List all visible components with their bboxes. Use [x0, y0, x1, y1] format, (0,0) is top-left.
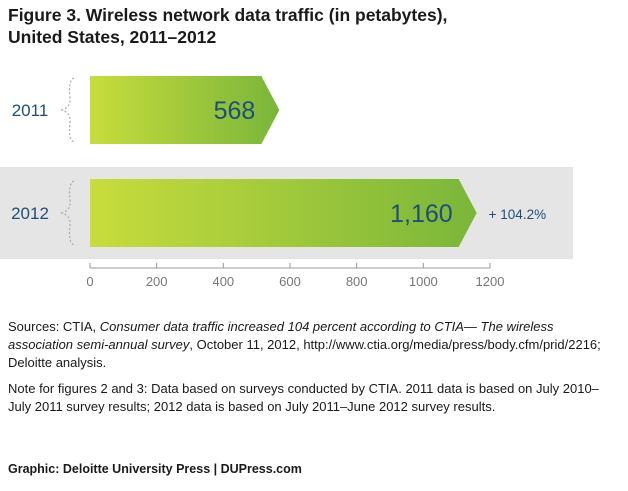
x-tick-label-800: 800 — [346, 274, 368, 289]
chart-title: Figure 3. Wireless network data traffic … — [8, 4, 608, 48]
sources-block: Sources: CTIA, Consumer data traffic inc… — [8, 318, 620, 424]
sources-prefix: Sources: CTIA, — [8, 319, 100, 334]
sources-text: Sources: CTIA, Consumer data traffic inc… — [8, 318, 620, 372]
graphic-credit: Graphic: Deloitte University Press | DUP… — [8, 462, 302, 476]
data-label-2011: 568 — [214, 97, 256, 125]
x-tick-label-600: 600 — [279, 274, 301, 289]
x-tick-label-1200: 1200 — [476, 274, 505, 289]
note-text: Note for figures 2 and 3: Data based on … — [8, 381, 599, 414]
title-line-2: United States, 2011–2012 — [8, 27, 217, 47]
category-label-2011: 2011 — [12, 101, 49, 120]
brace-2012 — [60, 180, 75, 246]
x-tick-label-200: 200 — [146, 274, 168, 289]
sources-title: Consumer data traffic increased 104 perc… — [8, 319, 554, 352]
bar-2012 — [90, 179, 477, 247]
change-annotation: + 104.2% — [489, 207, 546, 222]
bar-2011 — [90, 76, 280, 144]
x-tick-label-0: 0 — [86, 274, 93, 289]
x-tick-label-400: 400 — [212, 274, 234, 289]
sources-suffix: , October 11, 2012, http://www.ctia.org/… — [8, 337, 601, 370]
bar-chart: 2011 568 2012 1,160 + 104.2% 0 200 400 600 800 10… — [0, 76, 573, 289]
x-tick-label-1000: 1000 — [409, 274, 438, 289]
data-label-2012: 1,160 — [390, 200, 453, 228]
title-line-1: Figure 3. Wireless network data traffic … — [8, 5, 448, 25]
brace-2011 — [60, 77, 75, 143]
category-label-2012: 2012 — [11, 204, 49, 223]
